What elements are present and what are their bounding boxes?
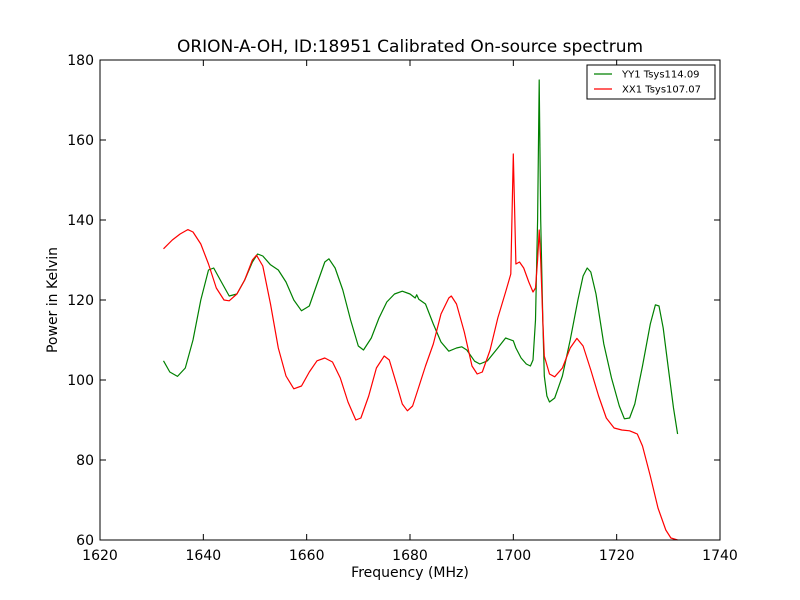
y-tick-label: 120 xyxy=(67,293,94,309)
x-tick-label: 1700 xyxy=(496,548,532,564)
y-tick-label: 180 xyxy=(67,53,94,69)
y-tick-label: 140 xyxy=(67,213,94,229)
x-tick-label: 1680 xyxy=(392,548,428,564)
x-axis-label: Frequency (MHz) xyxy=(351,565,469,581)
y-tick-label: 60 xyxy=(76,533,94,549)
legend: YY1 Tsys114.09 XX1 Tsys107.07 xyxy=(586,64,716,100)
chart-title: ORION-A-OH, ID:18951 Calibrated On-sourc… xyxy=(177,37,643,57)
series-layer xyxy=(162,79,679,541)
legend-label-xx1: XX1 Tsys107.07 xyxy=(622,85,701,96)
x-tick-label: 1620 xyxy=(82,548,118,564)
y-axis-label: Power in Kelvin xyxy=(45,247,61,353)
series-line-xx1 xyxy=(163,153,678,541)
y-tick-label: 160 xyxy=(67,133,94,149)
ticks-layer: 1620 1640 1660 1680 1700 1720 1740 60 80 100 120 14… xyxy=(67,53,738,564)
y-tick-label: 80 xyxy=(76,453,94,469)
x-tick-label: 1740 xyxy=(702,548,738,564)
plot-area: 1620 1640 1660 1680 1700 1720 1740 60 80 100 120 14… xyxy=(67,53,738,564)
x-tick-label: 1640 xyxy=(186,548,222,564)
legend-box xyxy=(586,64,716,100)
series-line-yy1 xyxy=(162,79,679,435)
plot-background xyxy=(100,60,720,540)
x-tick-label: 1660 xyxy=(289,548,325,564)
y-tick-label: 100 xyxy=(67,373,94,389)
legend-label-yy1: YY1 Tsys114.09 xyxy=(621,70,700,81)
x-tick-label: 1720 xyxy=(599,548,635,564)
